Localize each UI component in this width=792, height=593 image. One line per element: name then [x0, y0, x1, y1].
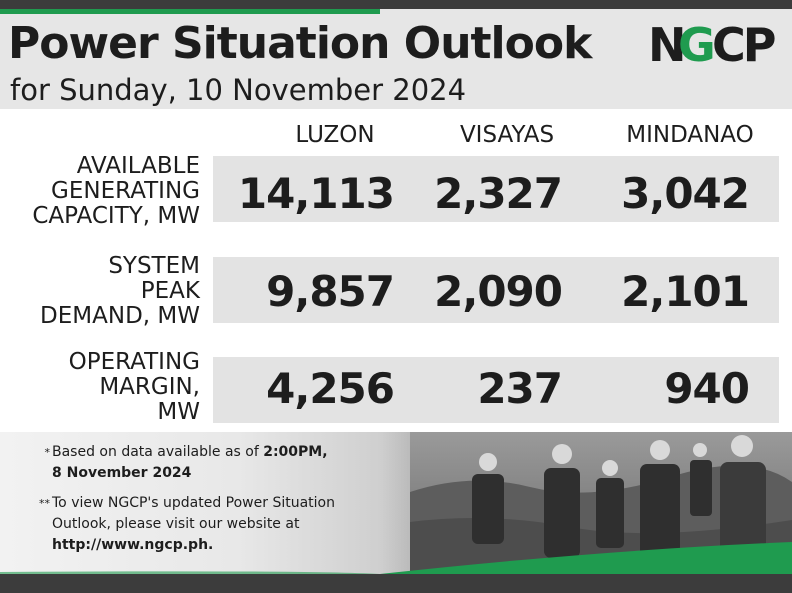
row-band-demand [213, 257, 779, 323]
cell-margin-visayas: 237 [477, 364, 563, 413]
footnote-text: Based on data available as of [52, 444, 264, 460]
column-header-mindanao: MINDANAO [626, 122, 754, 148]
cell-margin-luzon: 4,256 [266, 364, 395, 413]
cell-capacity-mindanao: 3,042 [621, 169, 750, 218]
column-header-luzon: LUZON [295, 122, 375, 148]
header: Power Situation Outlook for Sunday, 10 N… [0, 9, 792, 109]
cell-demand-visayas: 2,090 [434, 267, 563, 316]
column-header-visayas: VISAYAS [459, 122, 555, 148]
bottom-frame-bar [0, 574, 792, 593]
row-label-line: MARGIN, [99, 374, 200, 400]
row-label-line: PEAK [140, 278, 200, 304]
cell-demand-mindanao: 2,101 [621, 267, 750, 316]
infographic-card: Power Situation Outlook for Sunday, 10 N… [0, 9, 792, 574]
footnote-line: To view NGCP's updated Power Situation [52, 495, 335, 511]
row-label-capacity: AVAILABLE GENERATING CAPACITY, MW [0, 154, 200, 229]
footnote-data-timestamp: * Based on data available as of 2:00PM, … [45, 442, 372, 484]
ngcp-logo: N G CP [648, 18, 778, 69]
row-label-line: OPERATING [68, 349, 200, 375]
page-title: Power Situation Outlook [8, 18, 592, 69]
row-label-margin: OPERATING MARGIN, MW [0, 350, 200, 425]
row-label-line: GENERATING [51, 178, 200, 204]
footnote-date: 8 November 2024 [52, 465, 192, 481]
row-label-line: DEMAND, MW [40, 303, 200, 329]
website-link[interactable]: http://www.ngcp.ph. [52, 537, 214, 553]
cell-margin-mindanao: 940 [664, 364, 750, 413]
row-label-line: AVAILABLE [76, 153, 200, 179]
row-label-line: SYSTEM [108, 253, 200, 279]
cell-demand-luzon: 9,857 [266, 267, 395, 316]
cell-capacity-visayas: 2,327 [434, 169, 563, 218]
row-band-margin [213, 357, 779, 423]
footnote-time: 2:00PM, [263, 444, 328, 460]
svg-text:CP: CP [712, 18, 775, 69]
footnote-website: ** To view NGCP's updated Power Situatio… [39, 493, 382, 556]
green-swoosh [0, 542, 792, 574]
asterisk-mark: * [44, 446, 51, 459]
field-crew-photo [410, 432, 792, 574]
cell-capacity-luzon: 14,113 [237, 169, 395, 218]
row-label-line: CAPACITY, MW [32, 203, 200, 229]
double-asterisk-mark: ** [39, 497, 50, 510]
svg-text:G: G [678, 18, 713, 69]
row-band-capacity [213, 156, 779, 222]
page-subtitle: for Sunday, 10 November 2024 [10, 73, 467, 107]
footer-banner: * Based on data available as of 2:00PM, … [0, 432, 792, 574]
green-accent-stripe [0, 9, 380, 14]
footnote-line: Outlook, please visit our website at [52, 516, 300, 532]
svg-text:N: N [648, 18, 684, 69]
row-label-line: MW [157, 399, 200, 425]
row-label-demand: SYSTEM PEAK DEMAND, MW [0, 254, 200, 329]
